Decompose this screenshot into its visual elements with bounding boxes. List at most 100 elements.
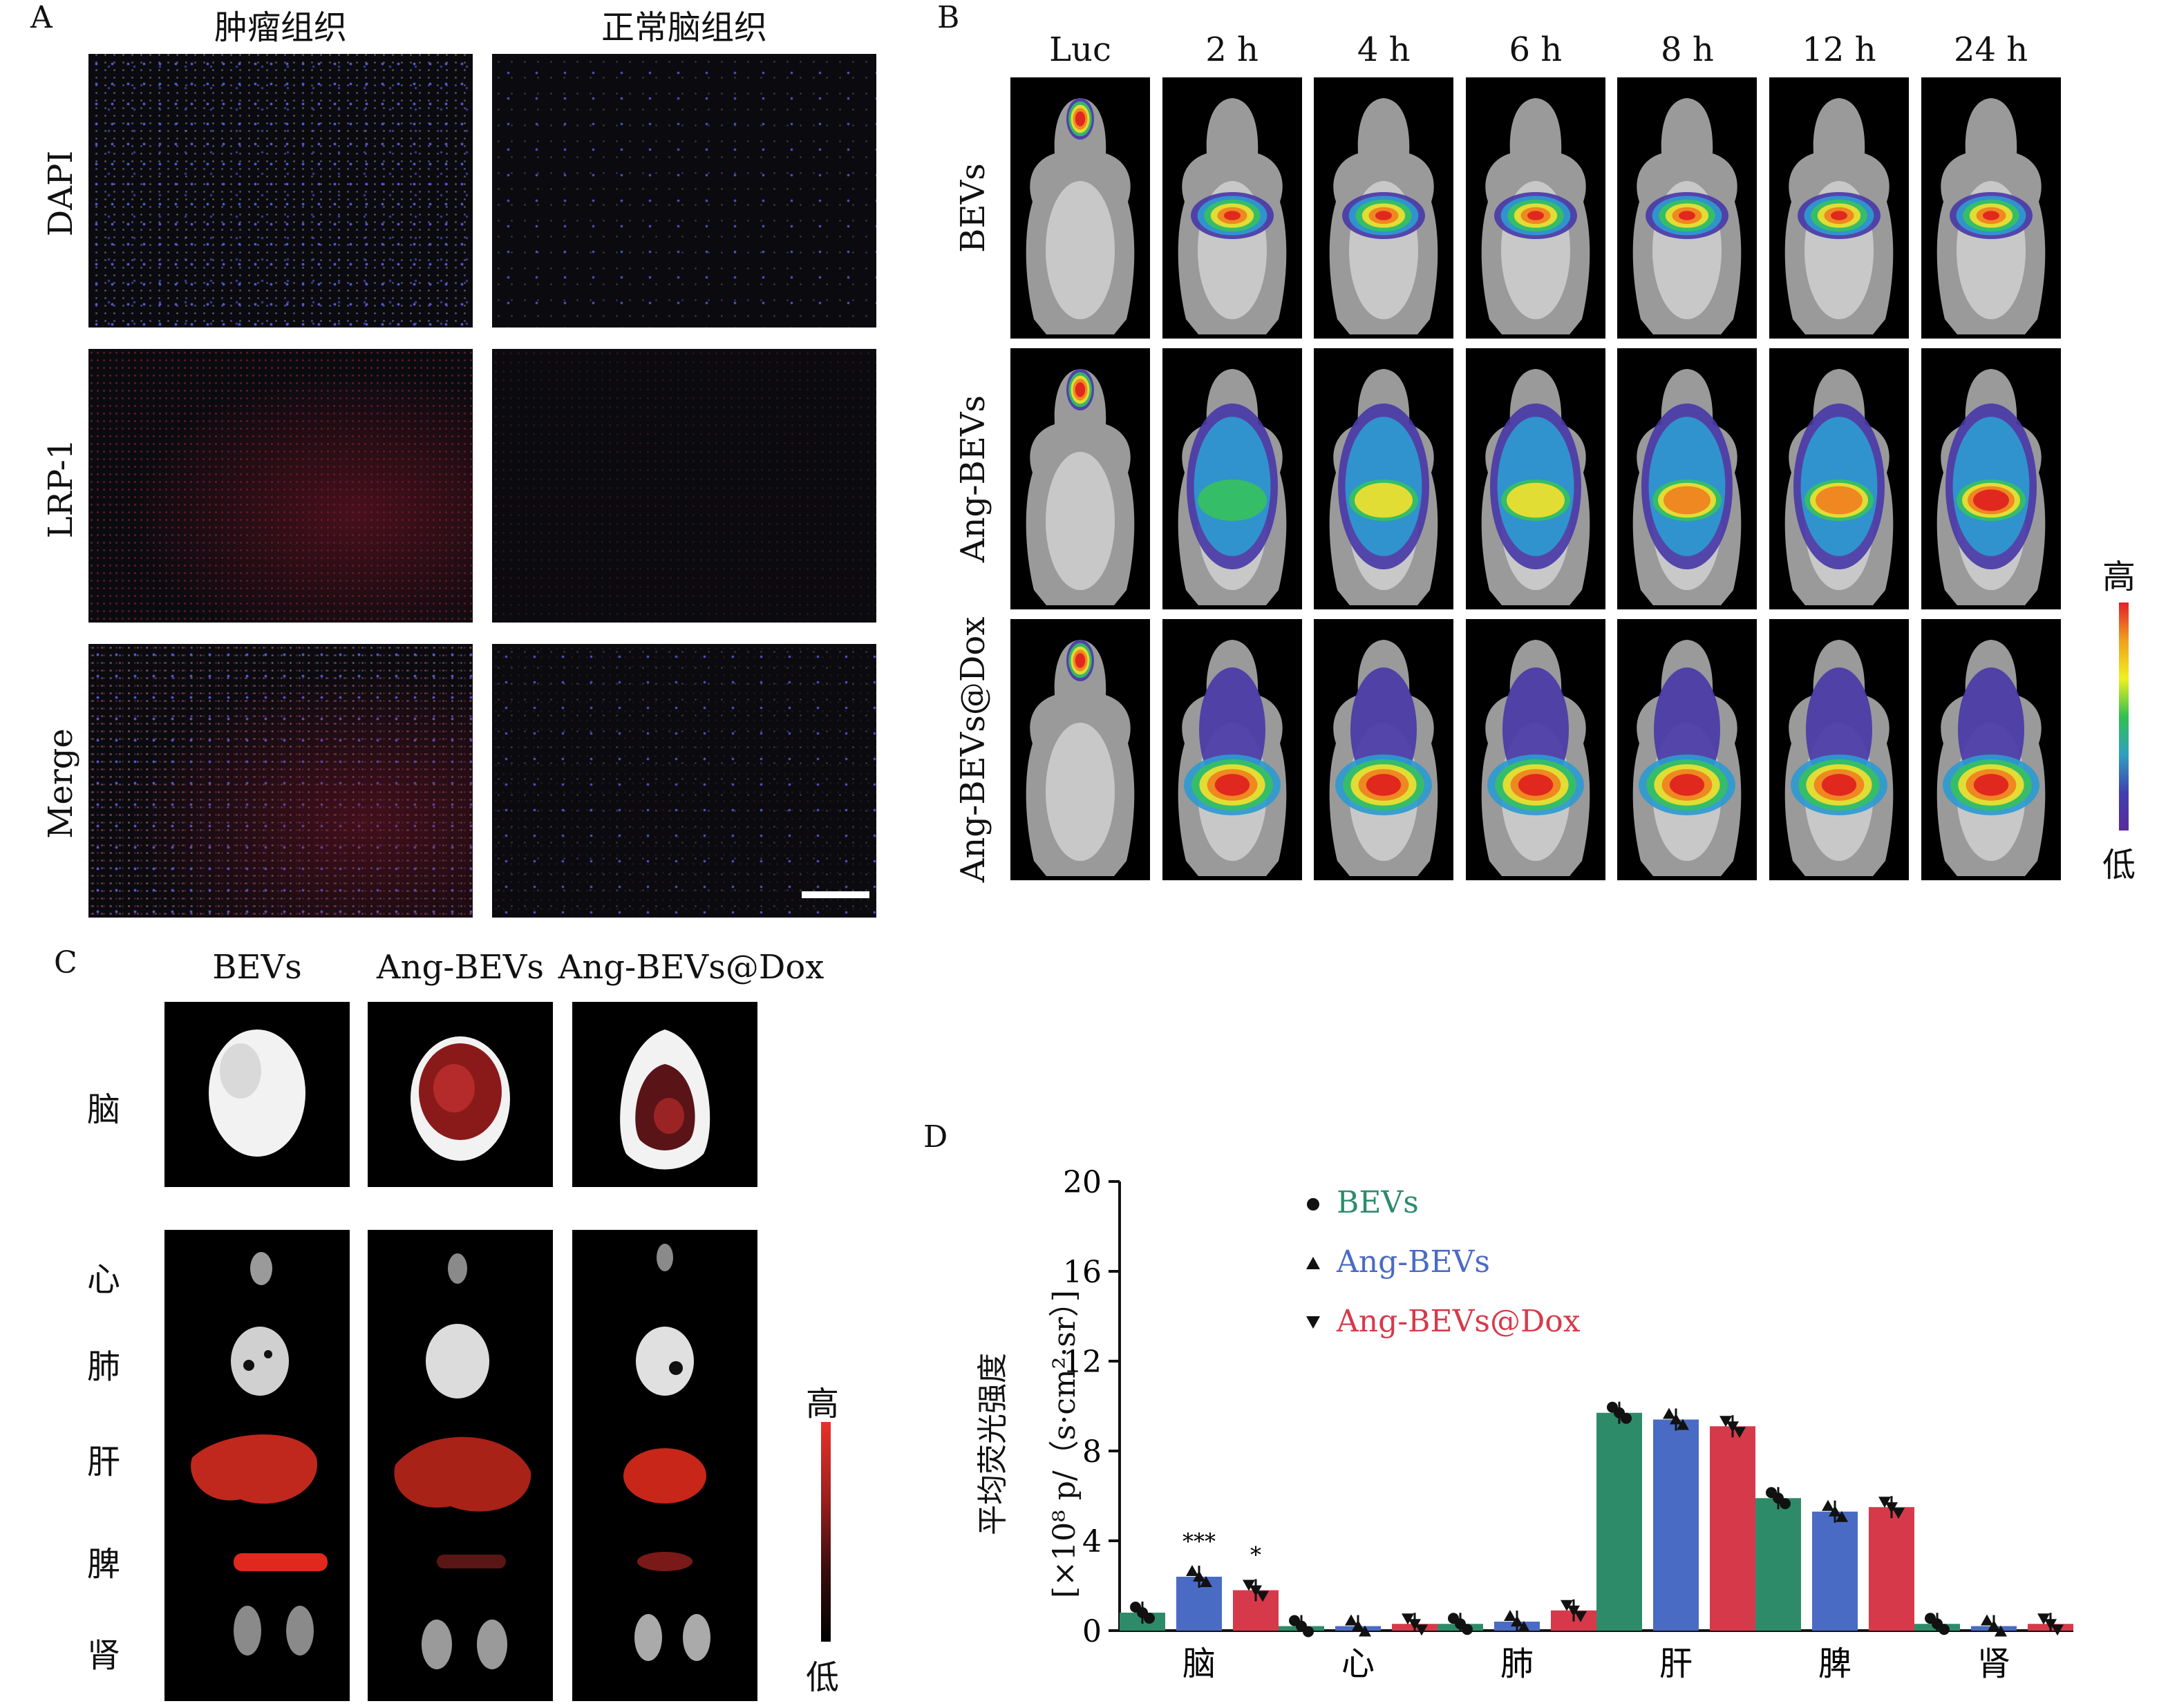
panel-b-col-title: 4 h — [1357, 30, 1411, 69]
brain-image-bevs — [164, 1002, 350, 1187]
panel-c-scale-high: 高 — [806, 1385, 840, 1423]
data-point — [1878, 1497, 1891, 1508]
ivis-image — [1617, 348, 1757, 609]
bar — [1812, 1511, 1858, 1631]
data-point — [1670, 1413, 1682, 1425]
panel-b-col-title: 24 h — [1953, 30, 2028, 69]
data-point — [1352, 1620, 1364, 1631]
panel-c-col-title-bevs: BEVs — [212, 948, 302, 987]
brain-image-ang-bevs-dox — [572, 1002, 757, 1187]
data-point — [1885, 1502, 1898, 1514]
significance-annotation: * — [1250, 1542, 1261, 1568]
ivis-image — [1162, 619, 1302, 880]
data-point — [2037, 1613, 2050, 1625]
data-point — [1726, 1421, 1739, 1433]
ivis-image — [1921, 348, 2061, 609]
panel-c-organ-label-spleen: 脾 — [87, 1545, 121, 1584]
data-point — [1829, 1505, 1841, 1517]
panel-a-col-title-normal: 正常脑组织 — [601, 8, 767, 47]
bar — [1869, 1507, 1914, 1631]
panel-c-col-title-ang-bevs-dox: Ang-BEVs@Dox — [558, 948, 824, 987]
panel-b-col-title: 2 h — [1205, 30, 1259, 69]
panel-b-label: B — [937, 0, 960, 35]
bar — [1596, 1412, 1642, 1631]
panel-b-col-title: 12 h — [1802, 30, 1876, 69]
ivis-image — [1769, 348, 1909, 609]
legend-entry: BEVs — [1337, 1185, 1419, 1220]
legend-entry: Ang-BEVs@Dox — [1336, 1304, 1581, 1339]
legend-entry: Ang-BEVs — [1336, 1244, 1490, 1280]
panel-a-col-title-tumor: 肿瘤组织 — [214, 8, 347, 47]
panel-c-scale-low: 低 — [806, 1658, 840, 1697]
data-point — [1504, 1610, 1516, 1621]
data-point — [1567, 1605, 1580, 1617]
bar — [1755, 1498, 1801, 1631]
brain-image-ang-bevs — [368, 1002, 553, 1187]
data-point — [1518, 1621, 1530, 1632]
x-tick-label: 肾 — [1977, 1644, 2010, 1683]
legend-marker — [1307, 1198, 1319, 1211]
data-point — [1719, 1416, 1732, 1427]
ivis-image — [1617, 77, 1757, 339]
data-point — [1462, 1624, 1473, 1635]
bar — [1710, 1426, 1755, 1631]
panel-c-organ-label-heart: 心 — [87, 1260, 121, 1299]
panel-c-organ-label-kidney: 肾 — [87, 1636, 121, 1675]
micrograph-merge-normal — [492, 644, 876, 918]
panel-b-col-title: 8 h — [1661, 30, 1714, 69]
chart-ylabel-line1: 平均荧光强度 — [975, 1353, 1010, 1535]
ivis-image — [1769, 619, 1909, 880]
panel-b-col-title: 6 h — [1509, 30, 1563, 69]
panel-d-label: D — [923, 1119, 948, 1155]
significance-annotation: *** — [1182, 1528, 1216, 1555]
data-point — [1402, 1613, 1414, 1625]
data-point — [1677, 1418, 1689, 1430]
data-point — [1511, 1615, 1523, 1626]
data-point — [1144, 1613, 1155, 1624]
data-point — [1988, 1620, 2000, 1631]
bar — [1653, 1419, 1699, 1631]
x-tick-label: 心 — [1341, 1644, 1375, 1683]
panel-b-row-label: BEVs — [954, 163, 992, 253]
organs-image-ang-bevs — [368, 1230, 553, 1701]
y-tick-label: 20 — [1063, 1165, 1102, 1200]
data-point — [1663, 1407, 1675, 1419]
data-point — [1256, 1591, 1269, 1602]
panel-b-col-title: Luc — [1049, 30, 1111, 69]
ivis-image — [1314, 619, 1454, 880]
ivis-image — [1162, 348, 1302, 609]
x-tick-label: 脑 — [1182, 1644, 1216, 1683]
x-tick-label: 脾 — [1818, 1644, 1851, 1683]
data-point — [2051, 1624, 2064, 1636]
y-tick-label: 16 — [1063, 1255, 1102, 1290]
data-point — [1981, 1614, 1993, 1626]
y-tick-label: 12 — [1063, 1345, 1102, 1380]
data-point — [1408, 1619, 1421, 1631]
data-point — [1733, 1427, 1746, 1439]
ivis-image — [1010, 77, 1150, 339]
panel-a-row-label-merge: Merge — [41, 728, 80, 839]
data-point — [1995, 1625, 2007, 1637]
panel-c-brain-label: 脑 — [87, 1090, 121, 1129]
organs-image-bevs — [164, 1230, 350, 1701]
ivis-image — [1010, 348, 1150, 609]
legend-marker — [1306, 1257, 1320, 1269]
ivis-image — [1617, 619, 1757, 880]
panel-a-row-label-dapi: DAPI — [41, 150, 80, 237]
data-point — [1186, 1565, 1198, 1576]
ivis-image — [1314, 77, 1454, 339]
ivis-image — [1769, 77, 1909, 339]
data-point — [1345, 1614, 1357, 1626]
panel-a-label: A — [30, 0, 53, 35]
data-point — [1250, 1585, 1262, 1597]
organs-image-ang-bevs-dox — [572, 1230, 757, 1701]
data-point — [1822, 1499, 1834, 1511]
data-point — [2044, 1619, 2057, 1631]
panel-b-row-label: Ang-BEVs — [954, 395, 992, 563]
y-tick-label: 8 — [1082, 1434, 1102, 1470]
scale-bar — [802, 891, 869, 898]
data-point — [1780, 1498, 1791, 1510]
panel-d-chart: 048121620脑心肺肝脾肾****BEVsAng-BEVsAng-BEVs@… — [1063, 1165, 2073, 1683]
ivis-image — [1921, 77, 2061, 339]
y-tick-label: 0 — [1082, 1614, 1102, 1649]
